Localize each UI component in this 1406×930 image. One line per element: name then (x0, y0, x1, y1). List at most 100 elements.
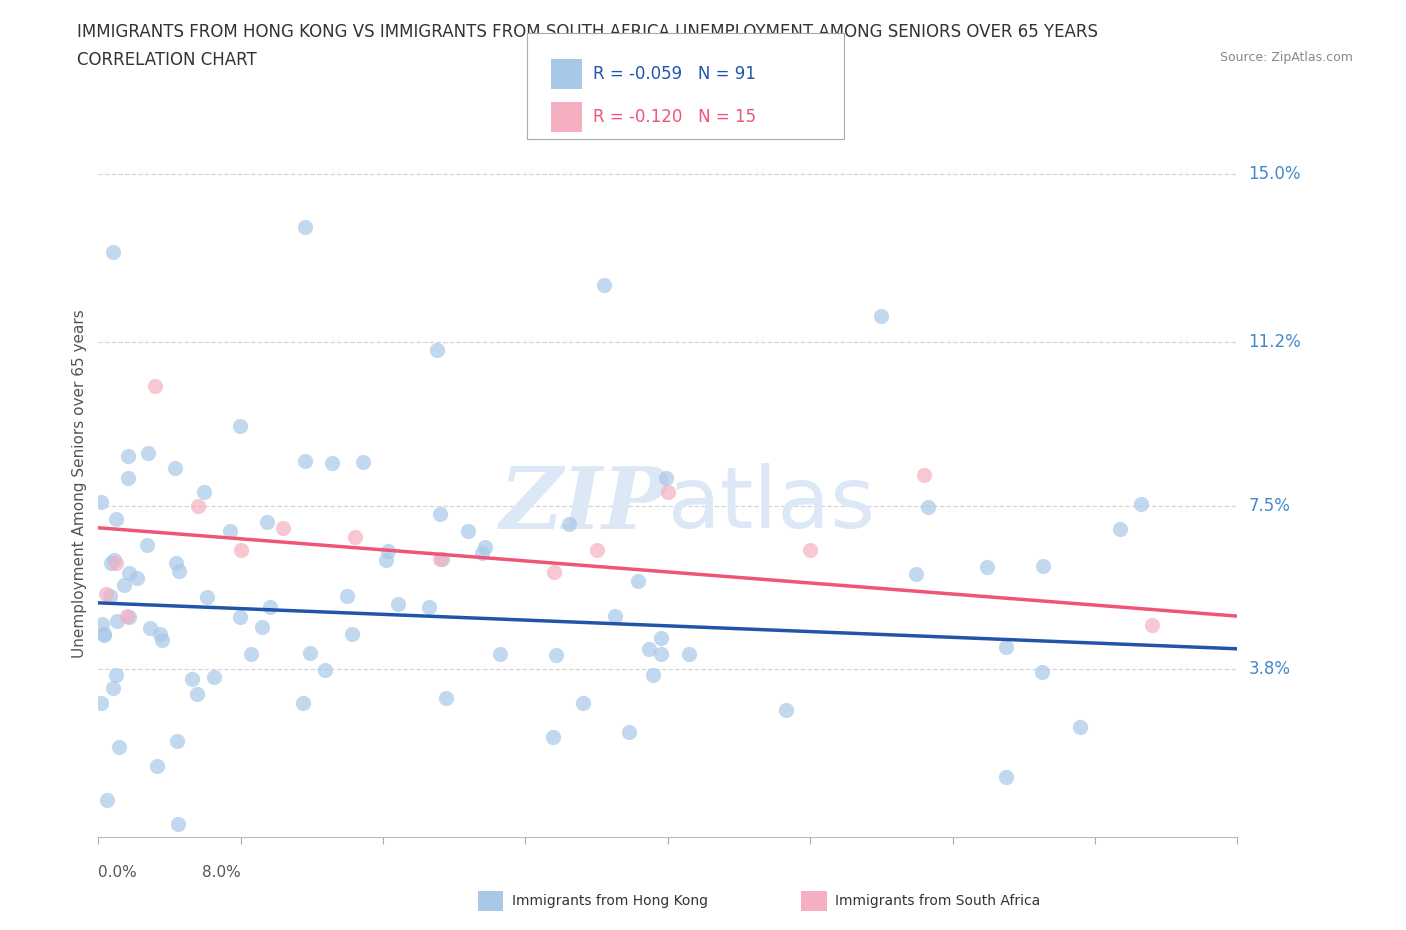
Point (617, 724, 640, 739)
Point (294, 220, 316, 235)
Point (1069, 719, 1091, 734)
Point (387, 597, 409, 612)
Text: 3.8%: 3.8% (1249, 660, 1291, 678)
Point (94, 587, 117, 602)
Text: 7.5%: 7.5% (1249, 497, 1291, 514)
Point (100, 555, 122, 570)
Point (229, 542, 252, 557)
Point (150, 632, 173, 647)
Point (103, 552, 125, 567)
Point (1129, 497, 1152, 512)
Point (93, 627, 115, 642)
Point (101, 245, 124, 259)
Point (104, 512, 127, 526)
Point (228, 609, 250, 624)
Point (112, 578, 135, 592)
Point (136, 446, 159, 461)
Point (273, 521, 295, 536)
Point (139, 620, 162, 635)
Point (650, 631, 672, 645)
Point (352, 455, 374, 470)
Point (799, 542, 821, 557)
Point (90, 495, 112, 510)
Point (343, 529, 366, 544)
Text: Immigrants from Hong Kong: Immigrants from Hong Kong (512, 894, 707, 909)
Point (166, 734, 188, 749)
Point (641, 668, 664, 683)
Point (321, 456, 343, 471)
Point (104, 668, 127, 683)
Point (434, 691, 457, 706)
Point (558, 517, 581, 532)
Point (146, 759, 169, 774)
Point (107, 614, 129, 629)
Point (650, 646, 672, 661)
Point (165, 555, 187, 570)
Point (240, 647, 263, 662)
Point (605, 608, 627, 623)
Point (1109, 522, 1132, 537)
Point (457, 524, 479, 538)
Point (627, 574, 650, 589)
Point (418, 600, 440, 615)
Point (259, 600, 281, 615)
Text: R = -0.059   N = 91: R = -0.059 N = 91 (593, 65, 756, 84)
Point (314, 663, 336, 678)
Point (181, 671, 204, 686)
Text: IMMIGRANTS FROM HONG KONG VS IMMIGRANTS FROM SOUTH AFRICA UNEMPLOYMENT AMONG SEN: IMMIGRANTS FROM HONG KONG VS IMMIGRANTS … (77, 23, 1098, 41)
Point (186, 686, 208, 701)
Point (912, 468, 935, 483)
Y-axis label: Unemployment Among Seniors over 65 years: Unemployment Among Seniors over 65 years (72, 309, 87, 658)
Point (342, 626, 364, 641)
Point (187, 498, 209, 513)
Point (117, 470, 139, 485)
Point (429, 551, 451, 566)
Text: Source: ZipAtlas.com: Source: ZipAtlas.com (1219, 51, 1353, 64)
Point (229, 418, 252, 433)
Point (298, 645, 321, 660)
Point (165, 460, 187, 475)
Text: 15.0%: 15.0% (1249, 166, 1301, 183)
Point (426, 342, 449, 357)
Point (149, 627, 172, 642)
Point (250, 619, 273, 634)
Point (544, 648, 567, 663)
Text: R = -0.120   N = 15: R = -0.120 N = 15 (593, 108, 756, 126)
Point (592, 277, 614, 292)
Point (1031, 664, 1053, 679)
Point (101, 681, 124, 696)
Point (104, 556, 127, 571)
Point (637, 642, 659, 657)
Point (471, 546, 494, 561)
Point (91, 617, 114, 631)
Text: 11.2%: 11.2% (1249, 333, 1301, 352)
Point (294, 454, 316, 469)
Point (117, 448, 139, 463)
Text: CORRELATION CHART: CORRELATION CHART (77, 51, 257, 69)
Point (98, 589, 121, 604)
Point (167, 817, 190, 831)
Point (571, 696, 593, 711)
Point (657, 485, 679, 500)
Point (202, 670, 225, 684)
Text: atlas: atlas (668, 463, 876, 546)
Point (429, 507, 451, 522)
Point (678, 646, 700, 661)
Point (488, 646, 510, 661)
Point (655, 471, 678, 485)
Point (994, 640, 1017, 655)
Point (430, 551, 453, 566)
Point (917, 499, 939, 514)
Point (118, 566, 141, 581)
Text: ZIP: ZIP (501, 463, 668, 547)
Point (90, 696, 112, 711)
Point (377, 544, 399, 559)
Text: Immigrants from South Africa: Immigrants from South Africa (835, 894, 1040, 909)
Point (193, 485, 215, 499)
Point (1032, 559, 1054, 574)
Text: 0.0%: 0.0% (98, 865, 138, 881)
Point (585, 542, 607, 557)
Point (292, 696, 315, 711)
Point (108, 739, 131, 754)
Point (167, 564, 190, 578)
